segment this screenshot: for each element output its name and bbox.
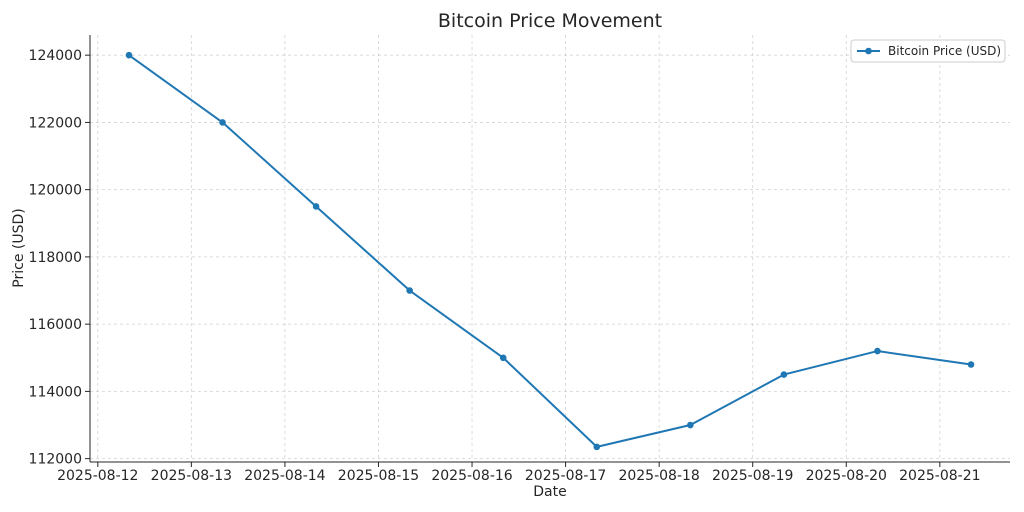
x-tick-label: 2025-08-19	[712, 468, 793, 484]
x-axis-ticks: 2025-08-12 2025-08-13 2025-08-14 2025-08-15…	[57, 462, 981, 484]
chart-title: Bitcoin Price Movement	[438, 10, 662, 32]
y-axis-ticks: 112000 114000 116000 118000 120000 122000 1240…	[29, 48, 90, 468]
x-tick-label: 2025-08-13	[151, 468, 232, 484]
x-tick-label: 2025-08-14	[244, 468, 325, 484]
data-point	[687, 421, 694, 429]
legend: Bitcoin Price (USD)	[850, 39, 1006, 63]
y-tick-label: 118000	[29, 250, 82, 266]
x-tick-label: 2025-08-12	[57, 468, 138, 484]
data-point	[967, 361, 975, 368]
y-tick-label: 112000	[29, 452, 82, 468]
x-tick-label: 2025-08-16	[431, 468, 512, 484]
y-tick-label: 124000	[29, 48, 82, 64]
legend-marker-swatch	[865, 47, 872, 55]
legend-box	[850, 39, 1006, 63]
axes	[89, 35, 1010, 463]
data-point	[499, 354, 507, 362]
data-point	[125, 51, 133, 59]
data-point	[406, 287, 413, 294]
y-tick-label: 122000	[29, 115, 82, 131]
x-tick-label: 2025-08-18	[618, 468, 699, 484]
x-tick-label: 2025-08-17	[525, 468, 606, 484]
y-axis-title: Price (USD)	[11, 208, 27, 287]
data-point	[780, 371, 788, 378]
grid	[90, 35, 1010, 462]
y-tick-label: 116000	[29, 317, 82, 333]
x-tick-label: 2025-08-15	[338, 468, 419, 484]
data-point	[593, 443, 601, 451]
x-tick-label: 2025-08-21	[899, 468, 980, 484]
data-point	[312, 203, 320, 210]
legend-label: Bitcoin Price (USD)	[888, 44, 1001, 58]
data-point	[219, 119, 226, 126]
x-tick-label: 2025-08-20	[806, 468, 887, 484]
y-tick-label: 114000	[29, 384, 82, 400]
series-layer	[125, 51, 975, 451]
series-line	[128, 54, 972, 448]
y-tick-label: 120000	[29, 183, 82, 199]
x-axis-title: Date	[533, 484, 566, 500]
data-point	[874, 347, 881, 355]
